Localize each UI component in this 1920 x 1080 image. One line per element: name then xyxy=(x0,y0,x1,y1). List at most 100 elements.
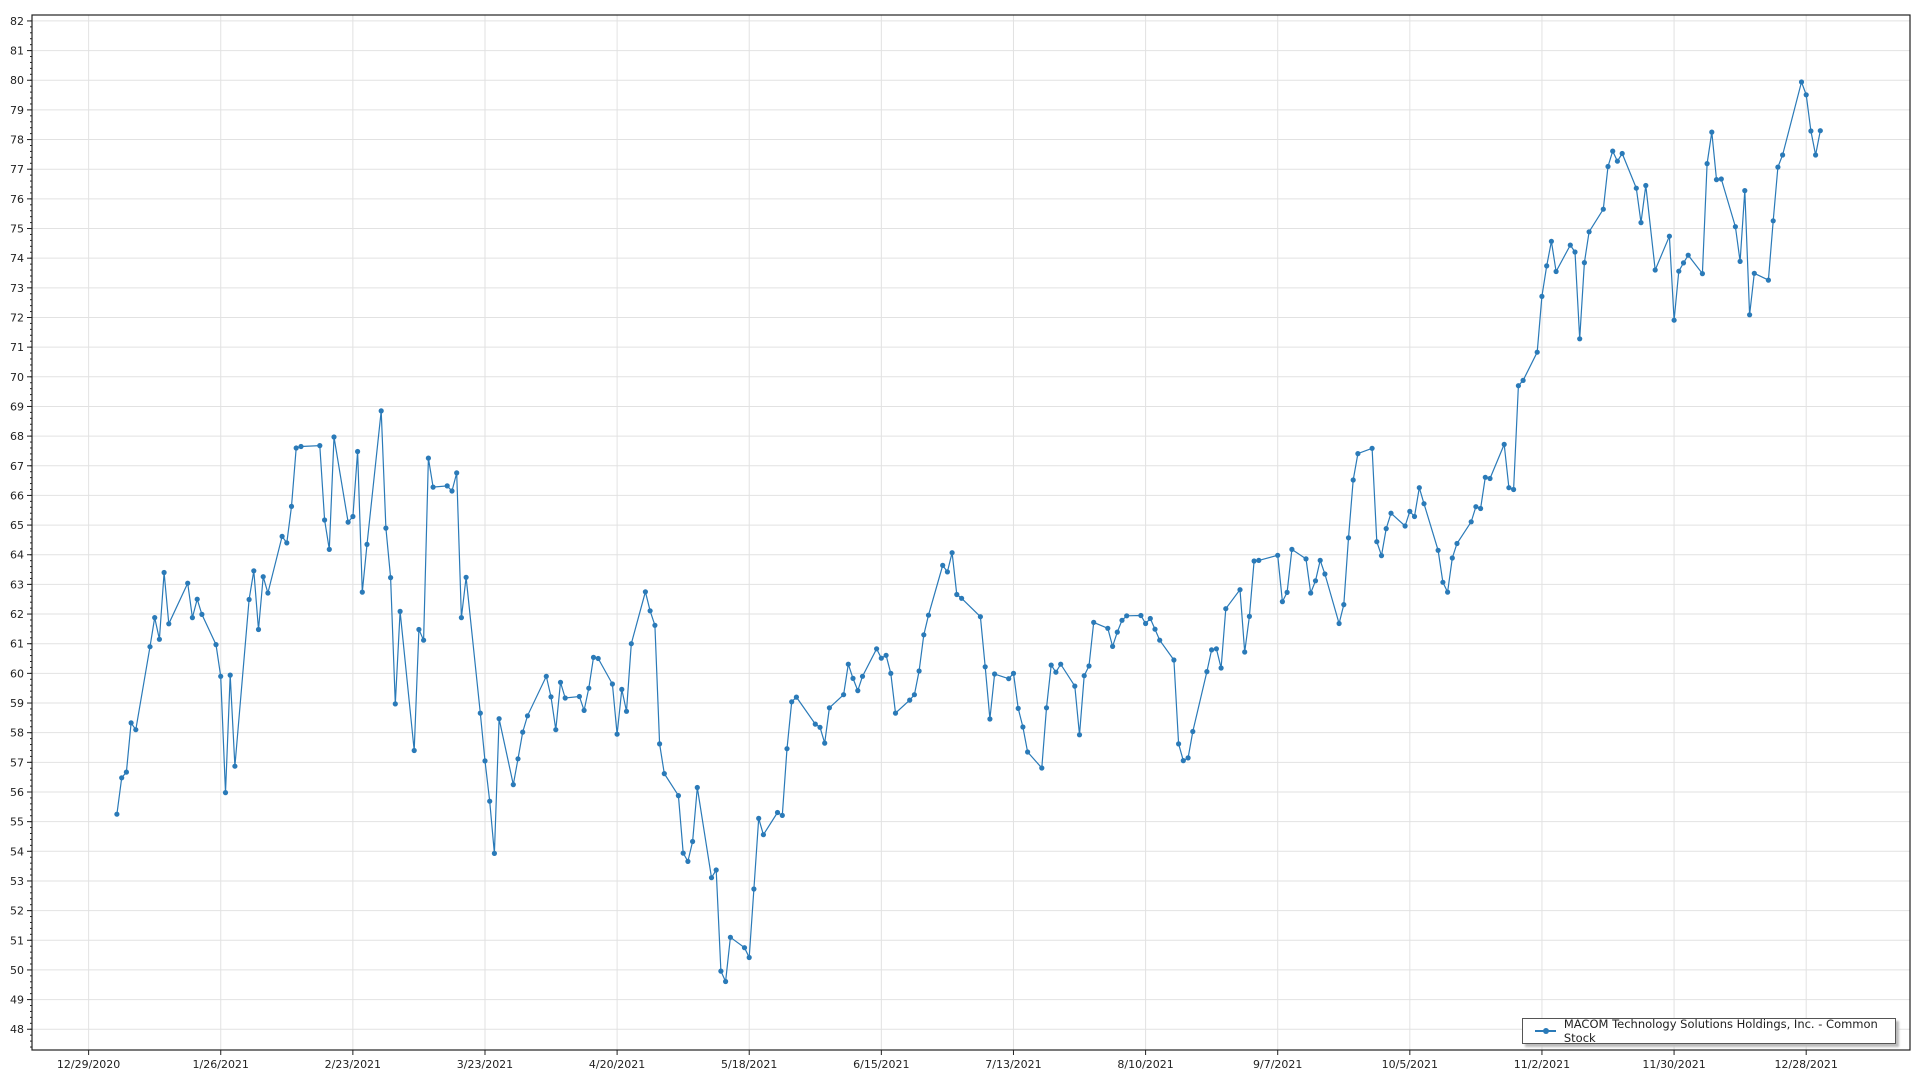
y-tick-label: 67 xyxy=(10,460,24,473)
data-point xyxy=(1110,643,1116,650)
data-point xyxy=(1383,526,1389,532)
data-point xyxy=(793,694,800,700)
data-point xyxy=(1185,755,1191,761)
y-tick-label: 69 xyxy=(10,400,24,413)
data-point xyxy=(1317,557,1323,564)
data-point xyxy=(458,615,464,621)
y-tick-label: 73 xyxy=(10,282,24,295)
data-point xyxy=(1421,501,1427,507)
data-point xyxy=(331,434,337,440)
data-point xyxy=(1119,617,1125,623)
data-point xyxy=(463,574,469,580)
data-point xyxy=(1619,150,1625,157)
data-point xyxy=(883,652,889,658)
y-tick-label: 51 xyxy=(10,934,24,947)
data-point xyxy=(1817,128,1823,134)
data-point xyxy=(227,672,233,678)
data-point xyxy=(1308,590,1314,596)
data-point xyxy=(657,741,663,747)
data-point xyxy=(1289,546,1295,553)
x-tick-label: 3/23/2021 xyxy=(457,1058,513,1071)
data-point xyxy=(892,710,899,716)
data-point xyxy=(1076,732,1083,738)
y-tick-label: 70 xyxy=(10,371,24,384)
data-point xyxy=(378,408,384,414)
y-axis: 48 49 50 51 52 53 54 55 56 57 58 59 60 61 62 63 64 65 66 67… xyxy=(10,15,32,1048)
data-point xyxy=(1638,220,1644,226)
data-point xyxy=(1411,513,1418,520)
data-point xyxy=(911,692,918,698)
data-point xyxy=(916,668,922,674)
data-point xyxy=(779,812,785,819)
data-point xyxy=(1025,749,1031,755)
legend-label: MACOM Technology Solutions Holdings, Inc… xyxy=(1563,1017,1878,1045)
data-point xyxy=(1614,158,1620,164)
data-point xyxy=(251,568,257,574)
data-point xyxy=(1020,724,1026,730)
series-markers xyxy=(114,79,1823,985)
x-tick-label: 12/28/2021 xyxy=(1774,1058,1837,1071)
data-point xyxy=(1350,477,1356,483)
data-point xyxy=(152,615,158,621)
data-point xyxy=(921,632,927,638)
data-point xyxy=(959,595,965,601)
data-point xyxy=(652,622,658,628)
data-point xyxy=(1581,260,1587,266)
data-point xyxy=(878,655,884,661)
data-point xyxy=(1454,540,1460,547)
data-point xyxy=(322,517,328,523)
data-point xyxy=(1180,758,1186,764)
y-tick-label: 59 xyxy=(10,697,24,710)
data-point xyxy=(1676,268,1682,274)
data-point xyxy=(1501,441,1507,447)
data-point xyxy=(1699,271,1705,277)
data-point xyxy=(1010,670,1017,677)
data-point xyxy=(156,636,162,642)
data-point xyxy=(265,590,271,596)
data-point xyxy=(1478,505,1484,512)
data-point xyxy=(727,934,734,940)
data-point xyxy=(1445,589,1451,595)
data-point xyxy=(784,746,790,752)
data-point xyxy=(1713,177,1720,183)
data-point xyxy=(1048,662,1054,668)
data-point xyxy=(1511,486,1517,493)
data-point xyxy=(288,503,295,509)
data-point xyxy=(987,716,993,722)
data-point xyxy=(411,747,417,754)
data-point xyxy=(713,867,719,873)
data-point xyxy=(246,596,252,603)
data-point xyxy=(1732,224,1738,230)
data-point xyxy=(1204,669,1210,675)
data-point xyxy=(845,661,851,667)
y-tick-label: 77 xyxy=(10,163,24,176)
plot-border xyxy=(31,14,1911,1051)
data-point xyxy=(1643,182,1649,189)
y-tick-label: 48 xyxy=(10,1023,24,1036)
data-point xyxy=(977,614,984,620)
data-point xyxy=(1209,647,1215,653)
data-point xyxy=(520,729,526,735)
y-tick-label: 49 xyxy=(10,994,24,1007)
data-point xyxy=(1751,270,1757,276)
data-point xyxy=(133,727,139,733)
data-point xyxy=(284,540,290,546)
y-tick-label: 74 xyxy=(10,252,24,265)
y-tick-label: 54 xyxy=(10,845,24,858)
data-point xyxy=(1378,553,1385,559)
legend: MACOM Technology Solutions Holdings, Inc… xyxy=(1522,1017,1896,1045)
data-point xyxy=(1039,765,1045,771)
data-point xyxy=(628,641,634,647)
data-point xyxy=(1336,620,1342,627)
data-point xyxy=(685,858,691,865)
data-point xyxy=(477,710,483,716)
data-point xyxy=(1487,475,1493,482)
data-point xyxy=(1190,728,1196,735)
data-point xyxy=(812,721,818,727)
data-point xyxy=(326,546,332,553)
y-tick-label: 82 xyxy=(10,15,24,28)
data-point xyxy=(1345,535,1352,541)
data-point xyxy=(647,608,653,614)
data-point xyxy=(982,664,988,670)
